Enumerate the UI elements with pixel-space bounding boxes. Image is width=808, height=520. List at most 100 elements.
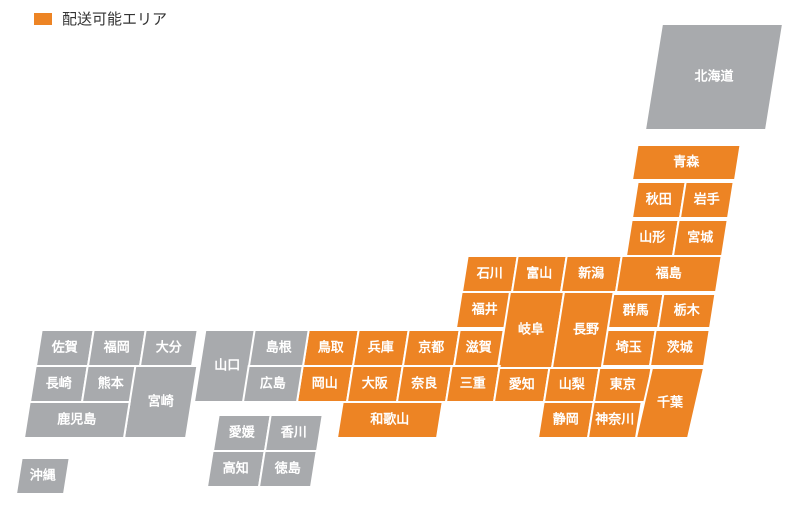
- prefecture-miyagi: 宮城: [671, 219, 729, 257]
- prefecture-label-tochigi: 栃木: [674, 303, 701, 319]
- prefecture-shape-hokkaido: [643, 23, 785, 131]
- prefecture-label-ehime: 愛媛: [229, 425, 256, 441]
- prefecture-label-hokkaido: 北海道: [694, 69, 733, 85]
- prefecture-oita: 大分: [138, 329, 199, 367]
- prefecture-label-tokushima: 徳島: [274, 461, 301, 477]
- prefecture-label-chiba: 千葉: [657, 395, 684, 411]
- prefecture-ibaraki: 茨城: [648, 329, 711, 367]
- prefecture-nara: 奈良: [395, 365, 453, 403]
- prefecture-label-saitama: 埼玉: [616, 340, 642, 356]
- prefecture-label-okayama: 岡山: [312, 376, 338, 392]
- prefecture-kanagawa: 神奈川: [586, 401, 643, 439]
- prefecture-label-tokyo: 東京: [610, 377, 636, 393]
- prefecture-label-kumamoto: 熊本: [98, 376, 124, 392]
- prefecture-okayama: 岡山: [295, 365, 354, 403]
- prefecture-label-shiga: 滋賀: [466, 340, 492, 356]
- prefecture-label-ibaraki: 茨城: [667, 340, 693, 356]
- prefecture-aichi: 愛知: [492, 367, 551, 403]
- prefecture-label-nagano: 長野: [573, 323, 599, 338]
- prefecture-label-yamagata: 山形: [639, 230, 665, 246]
- prefecture-label-toyama: 富山: [526, 266, 552, 282]
- prefecture-shape-ibaraki: [648, 329, 711, 367]
- prefecture-hiroshima: 広島: [241, 365, 304, 403]
- prefecture-label-akita: 秋田: [646, 192, 672, 208]
- prefecture-label-shimane: 島根: [266, 340, 293, 356]
- prefecture-label-saga: 佐賀: [51, 340, 78, 356]
- prefecture-toyama: 富山: [510, 255, 568, 293]
- prefecture-label-iwate: 岩手: [693, 192, 720, 208]
- prefecture-kagawa: 香川: [263, 414, 324, 452]
- prefecture-label-okinawa: 沖縄: [30, 468, 56, 484]
- prefecture-tokyo: 東京: [592, 367, 653, 403]
- prefecture-label-kagawa: 香川: [280, 425, 307, 441]
- prefecture-label-nagasaki: 長崎: [46, 376, 72, 392]
- prefecture-label-oita: 大分: [156, 340, 182, 356]
- prefecture-aomori: 青森: [630, 144, 742, 181]
- legend-label: 配送可能エリア: [62, 9, 168, 28]
- prefecture-label-fukui: 福井: [471, 302, 498, 318]
- prefecture-chiba: 千葉: [634, 367, 706, 439]
- prefecture-label-fukushima: 福島: [655, 266, 682, 282]
- prefecture-tochigi: 栃木: [656, 293, 717, 329]
- prefecture-shiga: 滋賀: [452, 329, 505, 367]
- prefecture-yamanashi: 山梨: [542, 367, 601, 403]
- prefecture-nagasaki: 長崎: [28, 365, 89, 403]
- prefecture-miyazaki: 宮崎: [122, 365, 199, 439]
- prefecture-label-fukuoka: 福岡: [103, 340, 130, 356]
- prefecture-label-nara: 奈良: [410, 376, 437, 392]
- prefecture-label-mie: 三重: [460, 376, 486, 392]
- prefecture-ishikawa: 石川: [460, 255, 519, 293]
- prefecture-label-kanagawa: 神奈川: [595, 412, 634, 428]
- prefecture-osaka: 大阪: [345, 365, 404, 403]
- prefecture-saga: 佐賀: [34, 329, 95, 367]
- prefecture-shape-kagoshima: [22, 401, 131, 439]
- prefecture-shape-wakayama: [335, 401, 444, 439]
- prefecture-label-yamaguchi: 山口: [214, 358, 240, 374]
- prefecture-label-niigata: 新潟: [578, 266, 604, 282]
- prefecture-akita: 秋田: [630, 181, 687, 219]
- prefecture-wakayama: 和歌山: [335, 401, 444, 439]
- prefecture-niigata: 新潟: [559, 255, 623, 293]
- prefecture-label-wakayama: 和歌山: [370, 412, 409, 428]
- prefecture-kochi: 高知: [205, 450, 266, 488]
- legend-swatch: [34, 13, 52, 25]
- prefecture-label-aichi: 愛知: [509, 377, 535, 393]
- prefecture-shape-hiroshima: [241, 365, 304, 403]
- prefecture-shape-fukushima: [614, 255, 723, 293]
- prefecture-label-miyagi: 宮城: [687, 230, 713, 246]
- prefecture-okinawa: 沖縄: [14, 457, 71, 495]
- prefecture-fukushima: 福島: [614, 255, 723, 293]
- prefecture-label-osaka: 大阪: [362, 376, 389, 392]
- prefecture-label-tottori: 鳥取: [318, 340, 345, 356]
- prefecture-shape-tochigi: [656, 293, 717, 329]
- prefecture-shizuoka: 静岡: [536, 401, 595, 439]
- prefecture-label-hyogo: 兵庫: [368, 340, 394, 356]
- prefecture-shape-kanagawa: [586, 401, 643, 439]
- prefecture-label-ishikawa: 石川: [476, 267, 503, 282]
- prefecture-gunma: 群馬: [606, 293, 665, 329]
- prefecture-shape-okinawa: [14, 457, 71, 495]
- prefecture-iwate: 岩手: [678, 181, 735, 219]
- prefecture-yamagata: 山形: [624, 219, 680, 257]
- prefecture-mie: 三重: [444, 365, 501, 403]
- prefecture-label-aomori: 青森: [673, 154, 700, 170]
- prefecture-label-hiroshima: 広島: [260, 376, 286, 392]
- prefecture-shape-iwate: [678, 181, 735, 219]
- prefecture-shape-aomori: [630, 144, 742, 181]
- prefecture-saitama: 埼玉: [600, 329, 657, 367]
- prefecture-shape-chiba: [634, 367, 706, 439]
- prefecture-tokushima: 徳島: [257, 450, 318, 488]
- prefecture-label-gifu: 岐阜: [518, 322, 544, 338]
- legend: 配送可能エリア: [34, 8, 167, 30]
- prefecture-label-yamanashi: 山梨: [559, 377, 586, 393]
- prefecture-shape-tokushima: [257, 450, 318, 488]
- prefecture-label-miyazaki: 宮崎: [148, 394, 174, 410]
- prefecture-label-gunma: 群馬: [623, 303, 649, 319]
- prefecture-kagoshima: 鹿児島: [22, 401, 131, 439]
- prefecture-label-kyoto: 京都: [418, 340, 444, 356]
- prefecture-label-kochi: 高知: [223, 461, 249, 477]
- prefecture-label-shizuoka: 静岡: [553, 412, 579, 428]
- prefecture-hokkaido: 北海道: [643, 23, 785, 131]
